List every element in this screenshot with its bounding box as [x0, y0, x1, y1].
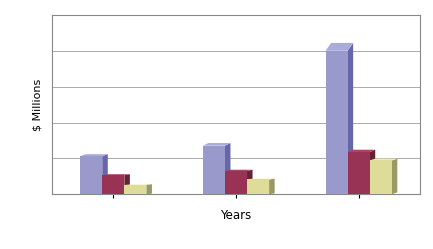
Polygon shape: [348, 150, 375, 152]
Bar: [247, 180, 269, 194]
X-axis label: Years: Years: [220, 209, 252, 222]
Bar: [102, 175, 124, 194]
Polygon shape: [102, 154, 108, 194]
Polygon shape: [80, 154, 108, 156]
Polygon shape: [247, 179, 275, 180]
Polygon shape: [370, 159, 397, 160]
Bar: [370, 160, 392, 194]
Polygon shape: [348, 43, 353, 194]
Polygon shape: [203, 143, 230, 146]
Polygon shape: [370, 150, 375, 194]
Polygon shape: [269, 179, 275, 194]
Polygon shape: [247, 170, 252, 194]
Polygon shape: [225, 143, 230, 194]
Polygon shape: [124, 184, 152, 185]
Polygon shape: [102, 174, 130, 175]
Bar: [80, 156, 102, 194]
Polygon shape: [326, 43, 353, 51]
Bar: [326, 51, 348, 194]
Bar: [124, 185, 146, 194]
Polygon shape: [146, 184, 152, 194]
Polygon shape: [225, 170, 252, 171]
Bar: [203, 146, 225, 194]
Polygon shape: [392, 159, 397, 194]
Y-axis label: $ Millions: $ Millions: [33, 78, 43, 131]
Bar: [225, 171, 247, 194]
Polygon shape: [124, 174, 130, 194]
Bar: [348, 152, 370, 194]
